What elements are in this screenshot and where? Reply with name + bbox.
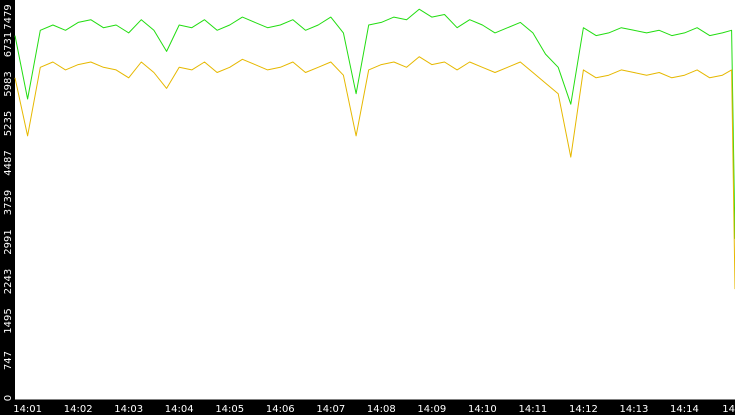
x-tick-label: 14:08 bbox=[367, 404, 396, 415]
x-tick-label: 14:09 bbox=[417, 404, 446, 415]
y-tick-label: 5235 bbox=[3, 111, 14, 136]
x-axis: 14:01 14:02 14:03 14:04 14:05 14:06 14:07 14:08… bbox=[13, 404, 735, 415]
y-tick-label: 2991 bbox=[3, 229, 14, 254]
x-tick-label: 14:01 bbox=[13, 404, 42, 415]
x-tick-label: 14:13 bbox=[620, 404, 649, 415]
x-tick-label: 14:04 bbox=[165, 404, 194, 415]
plot-area bbox=[15, 0, 735, 400]
x-tick-label: 14:12 bbox=[569, 404, 598, 415]
y-tick-label: 1495 bbox=[3, 308, 14, 333]
series-line-1 bbox=[14, 8, 735, 239]
x-tick-label: 14:05 bbox=[215, 404, 244, 415]
x-tick-label: 14:06 bbox=[266, 404, 295, 415]
x-tick-label: 14:02 bbox=[64, 404, 93, 415]
series-layer bbox=[14, 8, 735, 290]
y-tick-label: 4487 bbox=[3, 150, 14, 175]
y-tick-label: 5983 bbox=[3, 71, 14, 96]
y-tick-label: 7479 bbox=[3, 4, 14, 29]
y-tick-label: 6731 bbox=[3, 32, 14, 57]
y-axis: 0 747 1495 2243 2991 3739 4487 5235 5983 6731 7479 bbox=[3, 4, 14, 401]
y-tick-label: 2243 bbox=[3, 269, 14, 294]
y-tick-label: 0 bbox=[3, 395, 14, 401]
x-tick-label: 14:03 bbox=[114, 404, 143, 415]
series-line-2 bbox=[14, 56, 735, 290]
x-tick-label: 14:07 bbox=[316, 404, 345, 415]
x-tick-label: 14 bbox=[722, 404, 735, 415]
x-tick-label: 14:11 bbox=[518, 404, 547, 415]
y-tick-label: 3739 bbox=[3, 190, 14, 215]
x-tick-label: 14:10 bbox=[468, 404, 497, 415]
y-tick-label: 747 bbox=[3, 351, 14, 370]
x-tick-label: 14:14 bbox=[670, 404, 699, 415]
